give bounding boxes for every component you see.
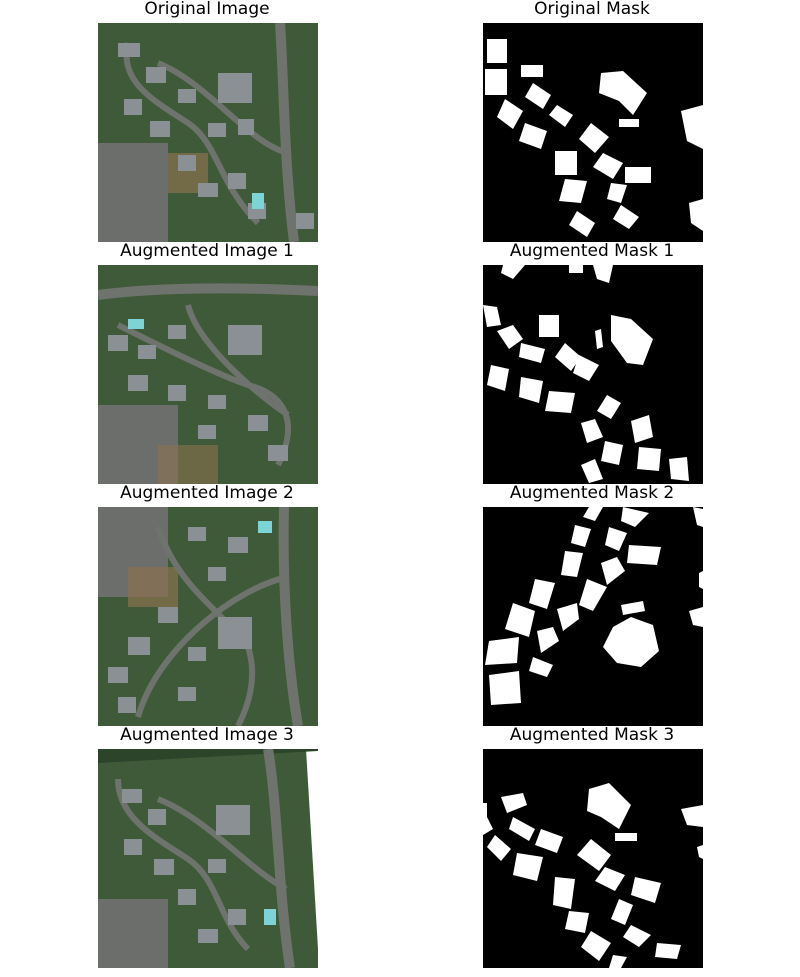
augmented-image-2-title: Augmented Image 2 [120,483,294,503]
augmented-mask-2-title: Augmented Mask 2 [509,483,675,503]
augmented-image-1 [98,265,318,484]
augmented-image-3-title: Augmented Image 3 [120,725,294,745]
augmented-image-3 [98,749,318,968]
original-image [98,23,318,242]
augmented-image-2 [98,507,318,726]
augmented-mask-3 [483,749,703,968]
original-image-title: Original Image [144,0,270,19]
augmented-mask-1-title: Augmented Mask 1 [509,241,675,261]
augmented-mask-2 [483,507,703,726]
augmented-mask-1 [483,265,703,484]
original-mask [483,23,703,242]
augmented-mask-3-title: Augmented Mask 3 [509,725,675,745]
augmented-image-1-title: Augmented Image 1 [120,241,294,261]
original-mask-title: Original Mask [534,0,650,19]
